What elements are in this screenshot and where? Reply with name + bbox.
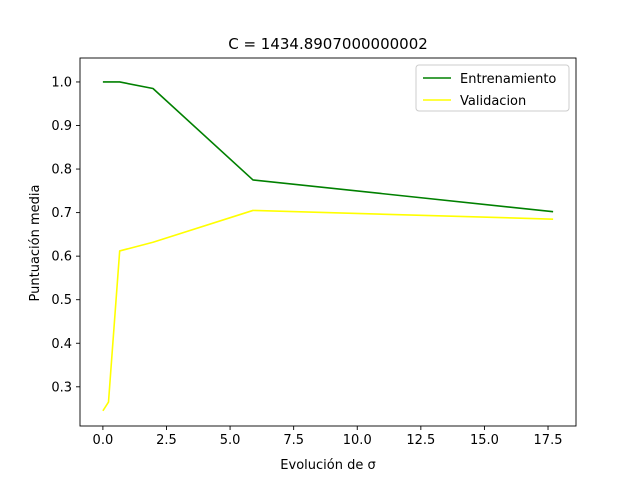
x-tick-label: 5.0 (220, 433, 241, 448)
x-tick-label: 12.5 (406, 433, 435, 448)
y-tick-label: 0.3 (51, 380, 72, 395)
chart-title: C = 1434.8907000000002 (228, 35, 428, 53)
y-axis-label: Puntuación media (28, 185, 43, 302)
plot-area (102, 81, 554, 412)
plot-frame (79, 57, 577, 427)
x-tick-label: 2.5 (156, 433, 177, 448)
x-tick-label: 10.0 (343, 433, 372, 448)
x-axis-label: Evolución de σ (280, 458, 375, 473)
legend-box (415, 64, 570, 112)
y-tick-label: 0.9 (51, 119, 72, 134)
legend-label-1: Entrenamiento (460, 72, 556, 87)
y-tick-label: 0.5 (51, 293, 72, 308)
y-tick-label: 0.7 (51, 206, 72, 221)
x-tick-label: 0.0 (93, 433, 114, 448)
series-line-2 (102, 209, 554, 412)
y-tick-label: 0.6 (51, 250, 72, 265)
x-tick-label: 17.5 (534, 433, 563, 448)
y-tick-label: 0.8 (51, 163, 72, 178)
x-tick-label: 15.0 (470, 433, 499, 448)
legend-label-2: Validacion (460, 94, 526, 109)
axes: 0.0 2.5 5.0 7.5 10.0 12.5 15.0 17.5 0.3 0.4 0.5 0.6… (51, 57, 577, 448)
y-tick-label: 1.0 (51, 75, 72, 90)
y-tick-label: 0.4 (51, 337, 72, 352)
legend: Entrenamiento Validacion (415, 64, 570, 112)
x-tick-label: 7.5 (283, 433, 304, 448)
series-line-1 (102, 81, 554, 213)
